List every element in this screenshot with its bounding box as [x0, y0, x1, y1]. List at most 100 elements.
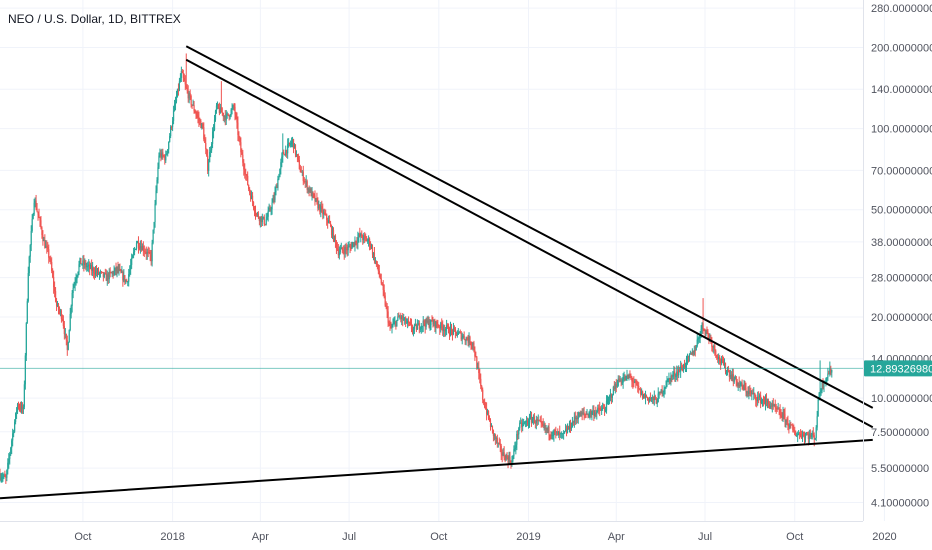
candle-body	[220, 107, 222, 113]
candle-body	[591, 412, 593, 415]
candle-body	[525, 421, 528, 422]
candle-body	[819, 392, 821, 394]
candle-body	[578, 412, 580, 417]
candle-body	[822, 382, 824, 387]
candle-body	[21, 405, 24, 410]
candle-body	[191, 104, 193, 106]
x-tick-label: Jul	[342, 531, 356, 543]
candle-body	[339, 249, 341, 253]
candle-body	[289, 142, 291, 145]
trendline-1[interactable]	[185, 45, 874, 409]
candle-body	[300, 172, 302, 173]
candle-body	[520, 422, 522, 424]
candle-body	[23, 384, 25, 407]
trendline-2[interactable]	[185, 58, 874, 429]
trendline-3[interactable]	[0, 438, 873, 500]
candle-body	[681, 366, 683, 369]
candle-body	[788, 425, 790, 428]
candle-body	[537, 420, 539, 422]
candle-body	[407, 320, 409, 323]
candle-body	[107, 274, 109, 280]
candle-body	[604, 410, 607, 412]
x-tick-label: Oct	[430, 531, 447, 543]
candle-body	[741, 382, 743, 387]
trendlines[interactable]	[0, 45, 874, 500]
time-axis[interactable]: Oct 2018 Apr Jul Oct 2019 Apr Jul Oct 2020	[74, 531, 896, 543]
candlestick-series[interactable]	[0, 53, 833, 484]
candle-body	[54, 291, 57, 302]
candle-body	[378, 271, 380, 275]
y-tick-label: 280.00000000	[871, 3, 932, 15]
candle-body	[332, 229, 335, 241]
candle-body	[661, 389, 663, 394]
candle-body	[134, 248, 137, 250]
y-tick-label: 50.00000000	[871, 205, 932, 217]
candle-body	[734, 376, 736, 379]
candle-body	[445, 329, 447, 332]
candle-body	[43, 240, 45, 242]
candle-body	[720, 361, 722, 364]
candle-body	[454, 328, 456, 332]
candle-body	[535, 419, 537, 424]
candle-body	[54, 287, 56, 292]
candle-body	[176, 88, 179, 97]
candle-body	[250, 195, 253, 199]
candle-body	[427, 320, 429, 323]
candle-body	[564, 431, 566, 433]
candle-body	[307, 188, 309, 190]
candle-body	[550, 434, 552, 436]
candle-body	[144, 251, 146, 253]
candle-body	[235, 114, 237, 118]
candle-body	[756, 400, 758, 402]
candle-body	[88, 264, 90, 266]
candle-body	[56, 304, 59, 306]
candle-body	[162, 152, 164, 156]
candle-body	[152, 229, 154, 243]
candle-body	[408, 322, 411, 324]
candle-body	[294, 144, 297, 155]
candle-body	[645, 395, 648, 398]
candle-body	[223, 115, 225, 117]
candle-body	[234, 106, 236, 115]
candle-body	[646, 397, 649, 399]
candle-body	[359, 234, 361, 236]
candle-body	[260, 216, 262, 223]
candle-body	[750, 391, 752, 394]
candle-body	[530, 416, 533, 423]
candle-body	[641, 391, 643, 395]
x-tick-label: Apr	[608, 531, 625, 543]
candle-body	[637, 385, 639, 387]
candle-body	[174, 101, 177, 105]
candle-body	[450, 327, 453, 330]
candle-body	[45, 245, 47, 248]
candle-body	[281, 156, 283, 163]
candle-body	[508, 457, 510, 463]
y-tick-label: 10.00000000	[871, 393, 932, 405]
candle-body	[654, 396, 656, 399]
candle-body	[694, 350, 696, 351]
candle-body	[388, 322, 390, 324]
candle-body	[568, 423, 571, 429]
candle-body	[731, 374, 733, 380]
candle-body	[649, 398, 652, 400]
candle-body	[503, 452, 505, 458]
candle-body	[360, 233, 362, 236]
candle-body	[806, 434, 809, 436]
candle-body	[272, 198, 274, 203]
candle-body	[137, 241, 140, 248]
candle-body	[809, 433, 811, 437]
candle-body	[317, 200, 319, 209]
candle-body	[572, 421, 574, 423]
candle-body	[418, 323, 420, 330]
candle-body	[295, 154, 298, 156]
y-tick-label: 140.00000000	[871, 84, 932, 96]
candle-body	[20, 405, 23, 410]
candle-body	[355, 240, 357, 243]
candle-body	[555, 431, 557, 433]
candle-body	[126, 280, 128, 283]
candle-body	[182, 73, 184, 78]
candle-body	[163, 155, 165, 157]
candle-body	[437, 325, 439, 327]
candle-body	[650, 397, 652, 399]
